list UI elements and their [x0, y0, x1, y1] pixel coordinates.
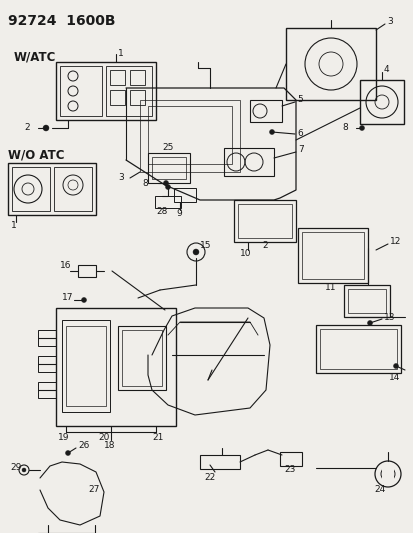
- Bar: [110, 70, 125, 85]
- Bar: [130, 90, 145, 105]
- Circle shape: [22, 468, 26, 472]
- Bar: [173, 188, 195, 202]
- Circle shape: [65, 450, 70, 456]
- Text: 10: 10: [240, 249, 251, 259]
- Text: 4: 4: [383, 66, 389, 75]
- Bar: [38, 330, 56, 346]
- Text: 2: 2: [24, 124, 30, 133]
- Bar: [118, 326, 166, 390]
- Text: 1: 1: [11, 221, 17, 230]
- Circle shape: [269, 130, 274, 134]
- Circle shape: [392, 364, 398, 368]
- Bar: [66, 326, 106, 406]
- Bar: [110, 90, 125, 105]
- Bar: [279, 452, 301, 466]
- Circle shape: [367, 320, 372, 326]
- Text: 27: 27: [88, 486, 99, 495]
- Bar: [301, 232, 363, 279]
- Text: 29: 29: [10, 464, 21, 472]
- Text: 24: 24: [373, 486, 385, 495]
- Bar: [78, 265, 96, 277]
- Bar: [233, 200, 295, 242]
- Text: 14: 14: [388, 374, 400, 383]
- Bar: [347, 289, 385, 313]
- Text: 3: 3: [386, 18, 392, 27]
- Text: 12: 12: [389, 238, 401, 246]
- Text: 3: 3: [118, 174, 123, 182]
- Text: 13: 13: [383, 313, 394, 322]
- Circle shape: [192, 249, 199, 255]
- Bar: [343, 285, 389, 317]
- Text: 8: 8: [142, 179, 147, 188]
- Circle shape: [163, 181, 168, 185]
- Text: 20: 20: [98, 433, 109, 442]
- Text: 2: 2: [261, 241, 267, 251]
- Circle shape: [43, 125, 49, 131]
- Bar: [237, 204, 291, 238]
- Bar: [122, 330, 161, 386]
- Text: 17: 17: [62, 294, 74, 303]
- Text: 19: 19: [58, 433, 69, 442]
- Text: 28: 28: [156, 207, 167, 216]
- Text: 25: 25: [161, 143, 173, 152]
- Text: 6: 6: [296, 128, 302, 138]
- Text: 9: 9: [176, 208, 181, 217]
- Bar: [106, 66, 152, 116]
- Bar: [12, 167, 50, 211]
- Bar: [140, 100, 240, 172]
- Text: 7: 7: [297, 146, 303, 155]
- Bar: [154, 196, 180, 208]
- Bar: [359, 80, 403, 124]
- Bar: [147, 153, 190, 183]
- Circle shape: [165, 184, 170, 190]
- Text: W/O ATC: W/O ATC: [8, 148, 64, 161]
- Text: 1: 1: [118, 50, 123, 59]
- Bar: [319, 329, 396, 369]
- Text: 92724  1600B: 92724 1600B: [8, 14, 115, 28]
- Text: 16: 16: [60, 261, 71, 270]
- Bar: [297, 228, 367, 283]
- Text: 26: 26: [78, 441, 89, 450]
- Bar: [381, 465, 393, 483]
- Text: 23: 23: [283, 465, 294, 474]
- Bar: [249, 100, 281, 122]
- Bar: [147, 106, 231, 164]
- Circle shape: [81, 297, 86, 303]
- Text: 11: 11: [324, 282, 336, 292]
- Text: 22: 22: [204, 473, 215, 482]
- Bar: [56, 62, 156, 120]
- Bar: [62, 320, 110, 412]
- Text: 5: 5: [296, 95, 302, 104]
- Bar: [315, 325, 400, 373]
- Bar: [54, 167, 92, 211]
- Bar: [60, 66, 102, 116]
- Bar: [38, 382, 56, 398]
- Text: 18: 18: [104, 441, 115, 450]
- Bar: [56, 308, 176, 426]
- Bar: [152, 157, 185, 179]
- Text: 15: 15: [199, 241, 211, 251]
- Circle shape: [358, 125, 363, 131]
- Bar: [285, 28, 375, 100]
- Text: W/ATC: W/ATC: [14, 50, 56, 63]
- Text: 8: 8: [341, 124, 347, 133]
- Bar: [199, 455, 240, 469]
- Bar: [8, 163, 96, 215]
- Bar: [38, 356, 56, 372]
- Text: 21: 21: [152, 433, 163, 442]
- Bar: [130, 70, 145, 85]
- Bar: [223, 148, 273, 176]
